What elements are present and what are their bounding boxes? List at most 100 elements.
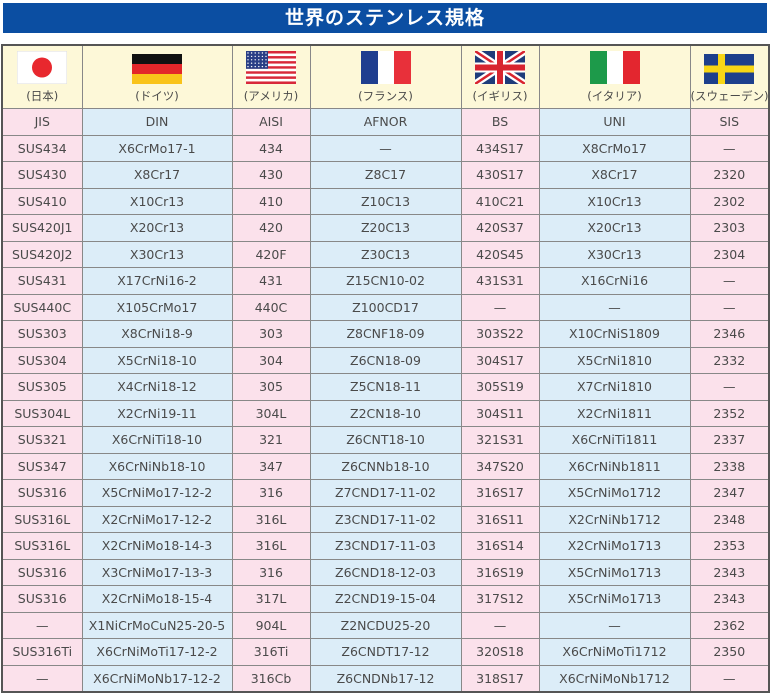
cell-bs: 316S19 [460, 558, 540, 586]
cell-din: X105CrMo17 [81, 293, 233, 321]
cell-sis: 2337 [689, 426, 770, 454]
table-row: SUS434 X6CrMo17-1 434—434S17 X8CrMo17— [1, 134, 770, 162]
cell-afnor: Z6CNT18-10 [309, 426, 462, 454]
cell-afnor: Z30C13 [309, 240, 462, 268]
cell-uni: X5CrNiMo1713 [538, 558, 691, 586]
cell-sis: 2350 [689, 638, 770, 666]
cell-bs: 347S20 [460, 452, 540, 480]
cell-bs: 430S17 [460, 161, 540, 189]
cell-jis: SUS316 [1, 558, 83, 586]
cell-afnor: Z3CND17-11-03 [309, 532, 462, 560]
table-row: SUS305 X4CrNi18-12 305 Z5CN18-11 305S19 X7CrN… [1, 373, 770, 401]
cell-afnor: — [309, 134, 462, 162]
cell-bs: — [460, 611, 540, 639]
table-row: SUS304L X2CrNi19-11 304L Z2CN18-10 304S11 X2C… [1, 399, 770, 427]
cell-aisi: 304 [231, 346, 311, 374]
country-label: (イギリス) [472, 89, 528, 103]
cell-jis: SUS347 [1, 452, 83, 480]
cell-bs: 316S14 [460, 532, 540, 560]
cell-bs: 304S11 [460, 399, 540, 427]
table-row: — X1NiCrMoCuN25-20-5 904L Z2NCDU25-20— —2362 [1, 611, 770, 639]
cell-jis: SUS316 [1, 585, 83, 613]
cell-din: X6CrNiMoTi17-12-2 [81, 638, 233, 666]
cell-din: X10Cr13 [81, 187, 233, 215]
cell-uni: X5CrNi1810 [538, 346, 691, 374]
cell-aisi: 317L [231, 585, 311, 613]
table-row: SUS304 X5CrNi18-10 304 Z6CN18-09 304S17 X5CrN… [1, 346, 770, 374]
table-row: SUS321 X6CrNiTi18-10 321 Z6CNT18-10 321S31 X6… [1, 426, 770, 454]
page-title: 世界のステンレス規格 [3, 3, 767, 33]
cell-din: X8CrNi18-9 [81, 320, 233, 348]
cell-din: X30Cr13 [81, 240, 233, 268]
cell-sis: 2346 [689, 320, 770, 348]
cell-sis: 2347 [689, 479, 770, 507]
cell-bs: 305S19 [460, 373, 540, 401]
cell-jis: SUS303 [1, 320, 83, 348]
cell-afnor: Z3CND17-11-02 [309, 505, 462, 533]
cell-din: X2CrNiMo18-15-4 [81, 585, 233, 613]
cell-bs: 434S17 [460, 134, 540, 162]
cell-afnor: Z15CN10-02 [309, 267, 462, 295]
stainless-standards-table: (日本) (ドイツ) (アメリカ) (フランス) (イギリス) (イタリア) (… [1, 44, 770, 693]
cell-uni: X8CrMo17 [538, 134, 691, 162]
cell-aisi: 304L [231, 399, 311, 427]
cell-jis: — [1, 611, 83, 639]
usa-flag-icon [246, 51, 296, 84]
cell-jis: SUS430 [1, 161, 83, 189]
cell-uni: X6CrNiNb1811 [538, 452, 691, 480]
cell-jis: SUS304 [1, 346, 83, 374]
standard-header-row: JIS DIN AISI AFNOR BS UNI SIS [1, 108, 770, 136]
cell-din: X6CrNiNb18-10 [81, 452, 233, 480]
cell-afnor: Z100CD17 [309, 293, 462, 321]
cell-jis: SUS440C [1, 293, 83, 321]
cell-uni: X10Cr13 [538, 187, 691, 215]
cell-uni: — [538, 293, 691, 321]
table-row: SUS303 X8CrNi18-9 303 Z8CNF18-09 303S22 X10Cr… [1, 320, 770, 348]
standard-uni: UNI [538, 108, 691, 136]
cell-afnor: Z6CNDT17-12 [309, 638, 462, 666]
cell-uni: X2CrNiNb1712 [538, 505, 691, 533]
italy-flag-icon [589, 51, 640, 84]
cell-din: X5CrNi18-10 [81, 346, 233, 374]
cell-sis: 2338 [689, 452, 770, 480]
country-label: (フランス) [358, 89, 413, 103]
cell-din: X6CrMo17-1 [81, 134, 233, 162]
cell-uni: — [538, 611, 691, 639]
table-row: SUS316L X2CrNiMo17-12-2 316L Z3CND17-11-02 3… [1, 505, 770, 533]
cell-din: X6CrNiTi18-10 [81, 426, 233, 454]
cell-bs: 320S18 [460, 638, 540, 666]
country-france: (フランス) [309, 44, 462, 109]
cell-afnor: Z2NCDU25-20 [309, 611, 462, 639]
table-row: SUS440C X105CrMo17 440C Z100CD17— — — [1, 293, 770, 321]
cell-jis: SUS316Ti [1, 638, 83, 666]
cell-bs: 303S22 [460, 320, 540, 348]
cell-afnor: Z2CND19-15-04 [309, 585, 462, 613]
standard-aisi: AISI [231, 108, 311, 136]
cell-aisi: 316Cb [231, 664, 311, 693]
cell-jis: SUS316 [1, 479, 83, 507]
cell-sis: — [689, 664, 770, 693]
cell-sis: 2362 [689, 611, 770, 639]
table-row: SUS316Ti X6CrNiMoTi17-12-2 316Ti Z6CNDT17-1… [1, 638, 770, 666]
cell-afnor: Z10C13 [309, 187, 462, 215]
cell-afnor: Z6CNDNb17-12 [309, 664, 462, 693]
standard-bs: BS [460, 108, 540, 136]
cell-aisi: 316L [231, 505, 311, 533]
cell-uni: X5CrNiMo1713 [538, 585, 691, 613]
germany-flag-icon [132, 54, 182, 84]
cell-afnor: Z8C17 [309, 161, 462, 189]
cell-bs: 420S45 [460, 240, 540, 268]
cell-uni: X5CrNiMo1712 [538, 479, 691, 507]
cell-din: X2CrNi19-11 [81, 399, 233, 427]
cell-bs: 318S17 [460, 664, 540, 693]
cell-din: X1NiCrMoCuN25-20-5 [81, 611, 233, 639]
country-header-row: (日本) (ドイツ) (アメリカ) (フランス) (イギリス) (イタリア) (… [1, 44, 770, 109]
cell-aisi: 316 [231, 479, 311, 507]
cell-sis: 2353 [689, 532, 770, 560]
cell-din: X3CrNiMo17-13-3 [81, 558, 233, 586]
country-uk: (イギリス) [460, 44, 540, 109]
table-row: SUS316 X5CrNiMo17-12-2 316 Z7CND17-11-02 316… [1, 479, 770, 507]
cell-aisi: 303 [231, 320, 311, 348]
cell-uni: X7CrNi1810 [538, 373, 691, 401]
cell-sis: 2343 [689, 558, 770, 586]
